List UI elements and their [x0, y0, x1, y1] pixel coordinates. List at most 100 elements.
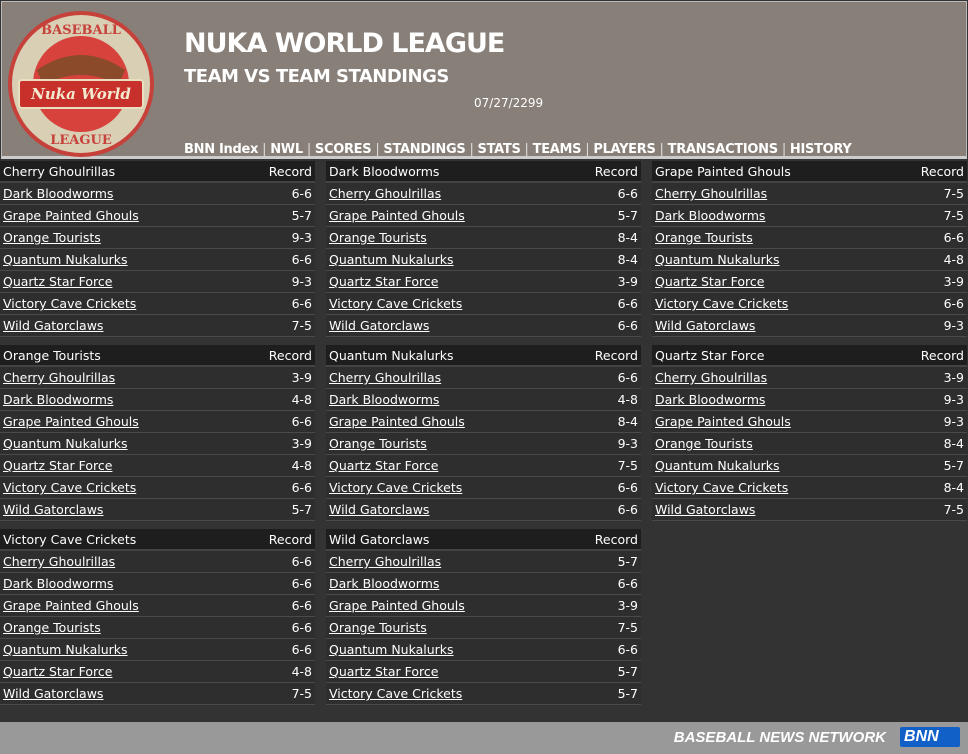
- page-subtitle: TEAM VS TEAM STANDINGS: [184, 66, 449, 87]
- opponent-link[interactable]: Orange Tourists: [329, 436, 427, 451]
- record: 8-4: [943, 480, 964, 495]
- record: 5-7: [617, 208, 638, 223]
- nav-link-stats[interactable]: STATS: [477, 142, 521, 157]
- opponent-link[interactable]: Orange Tourists: [3, 620, 101, 635]
- opponent-link[interactable]: Grape Painted Ghouls: [655, 414, 791, 429]
- opponent-link[interactable]: Quantum Nukalurks: [329, 252, 454, 267]
- table-row: Dark Bloodworms 4-8: [326, 389, 641, 411]
- table-row: Victory Cave Crickets 5-7: [326, 683, 641, 705]
- table-row: Cherry Ghoulrillas 6-6: [0, 551, 315, 573]
- record: 7-5: [291, 318, 312, 333]
- table-row: Dark Bloodworms 6-6: [0, 573, 315, 595]
- opponent-link[interactable]: Quartz Star Force: [329, 458, 439, 473]
- table-row: Dark Bloodworms 9-3: [652, 389, 967, 411]
- record: 3-9: [617, 274, 638, 289]
- table-row: Quantum Nukalurks 5-7: [652, 455, 967, 477]
- opponent-link[interactable]: Quantum Nukalurks: [329, 642, 454, 657]
- team-name: Wild Gatorclaws: [329, 531, 430, 547]
- nav-link-bnn-index[interactable]: BNN Index: [184, 142, 259, 157]
- opponent-link[interactable]: Dark Bloodworms: [3, 392, 114, 407]
- opponent-link[interactable]: Quantum Nukalurks: [3, 436, 128, 451]
- opponent-link[interactable]: Grape Painted Ghouls: [329, 598, 465, 613]
- opponent-link[interactable]: Cherry Ghoulrillas: [329, 554, 442, 569]
- opponent-link[interactable]: Victory Cave Crickets: [329, 480, 463, 495]
- opponent-link[interactable]: Wild Gatorclaws: [655, 318, 756, 333]
- opponent-link[interactable]: Grape Painted Ghouls: [3, 414, 139, 429]
- opponent-link[interactable]: Cherry Ghoulrillas: [3, 370, 116, 385]
- opponent-link[interactable]: Quartz Star Force: [329, 664, 439, 679]
- opponent-link[interactable]: Cherry Ghoulrillas: [3, 554, 116, 569]
- record: 6-6: [291, 252, 312, 267]
- table-header: Grape Painted Ghouls Record: [652, 161, 967, 183]
- opponent-link[interactable]: Grape Painted Ghouls: [329, 208, 465, 223]
- opponent-link[interactable]: Victory Cave Crickets: [329, 296, 463, 311]
- table-row: Grape Painted Ghouls 8-4: [326, 411, 641, 433]
- opponent-link[interactable]: Wild Gatorclaws: [655, 502, 756, 517]
- nav-link-nwl[interactable]: NWL: [270, 142, 303, 157]
- record: 7-5: [943, 208, 964, 223]
- opponent-link[interactable]: Quantum Nukalurks: [3, 642, 128, 657]
- nav-link-transactions[interactable]: TRANSACTIONS: [667, 142, 778, 157]
- record: 9-3: [291, 274, 312, 289]
- opponent-link[interactable]: Quantum Nukalurks: [655, 252, 780, 267]
- opponent-link[interactable]: Grape Painted Ghouls: [3, 208, 139, 223]
- opponent-link[interactable]: Orange Tourists: [3, 230, 101, 245]
- opponent-link[interactable]: Grape Painted Ghouls: [329, 414, 465, 429]
- opponent-link[interactable]: Wild Gatorclaws: [329, 502, 430, 517]
- table-row: Victory Cave Crickets 6-6: [326, 293, 641, 315]
- record: 5-7: [617, 554, 638, 569]
- opponent-link[interactable]: Dark Bloodworms: [329, 392, 440, 407]
- opponent-link[interactable]: Orange Tourists: [329, 620, 427, 635]
- record: 5-7: [617, 664, 638, 679]
- opponent-link[interactable]: Dark Bloodworms: [3, 576, 114, 591]
- opponent-link[interactable]: Cherry Ghoulrillas: [329, 370, 442, 385]
- team-name: Dark Bloodworms: [329, 163, 440, 179]
- record: 3-9: [943, 370, 964, 385]
- record-header: Record: [268, 347, 312, 363]
- nav-link-standings[interactable]: STANDINGS: [383, 142, 466, 157]
- nav-link-history[interactable]: HISTORY: [789, 142, 852, 157]
- opponent-link[interactable]: Quartz Star Force: [329, 274, 439, 289]
- opponent-link[interactable]: Wild Gatorclaws: [3, 318, 104, 333]
- record: 3-9: [617, 598, 638, 613]
- opponent-link[interactable]: Victory Cave Crickets: [329, 686, 463, 701]
- nav-link-players[interactable]: PLAYERS: [593, 142, 656, 157]
- opponent-link[interactable]: Cherry Ghoulrillas: [655, 186, 768, 201]
- opponent-link[interactable]: Wild Gatorclaws: [3, 502, 104, 517]
- opponent-link[interactable]: Orange Tourists: [655, 436, 753, 451]
- team-name: Orange Tourists: [3, 347, 101, 363]
- opponent-link[interactable]: Quantum Nukalurks: [3, 252, 128, 267]
- opponent-link[interactable]: Quantum Nukalurks: [655, 458, 780, 473]
- table-row: Orange Tourists 8-4: [326, 227, 641, 249]
- nav-separator: |: [469, 142, 474, 157]
- opponent-link[interactable]: Dark Bloodworms: [3, 186, 114, 201]
- opponent-link[interactable]: Wild Gatorclaws: [329, 318, 430, 333]
- bnn-logo-text: BNN: [904, 728, 939, 745]
- opponent-link[interactable]: Quartz Star Force: [655, 274, 765, 289]
- opponent-link[interactable]: Cherry Ghoulrillas: [329, 186, 442, 201]
- opponent-link[interactable]: Dark Bloodworms: [655, 208, 766, 223]
- opponent-link[interactable]: Cherry Ghoulrillas: [655, 370, 768, 385]
- opponent-link[interactable]: Quartz Star Force: [3, 458, 113, 473]
- nav-link-scores[interactable]: SCORES: [314, 142, 372, 157]
- table-row: Wild Gatorclaws 7-5: [0, 683, 315, 705]
- network-name: BASEBALL NEWS NETWORK: [673, 729, 886, 746]
- opponent-link[interactable]: Orange Tourists: [329, 230, 427, 245]
- opponent-link[interactable]: Dark Bloodworms: [655, 392, 766, 407]
- page-title: NUKA WORLD LEAGUE: [184, 28, 505, 59]
- opponent-link[interactable]: Victory Cave Crickets: [655, 296, 789, 311]
- opponent-link[interactable]: Orange Tourists: [655, 230, 753, 245]
- opponent-link[interactable]: Grape Painted Ghouls: [3, 598, 139, 613]
- opponent-link[interactable]: Dark Bloodworms: [329, 576, 440, 591]
- opponent-link[interactable]: Quartz Star Force: [3, 664, 113, 679]
- table-row: Wild Gatorclaws 9-3: [652, 315, 967, 337]
- opponent-link[interactable]: Wild Gatorclaws: [3, 686, 104, 701]
- nav-separator: |: [659, 142, 664, 157]
- opponent-link[interactable]: Victory Cave Crickets: [655, 480, 789, 495]
- opponent-link[interactable]: Victory Cave Crickets: [3, 480, 137, 495]
- table-row: Wild Gatorclaws 5-7: [0, 499, 315, 521]
- opponent-link[interactable]: Victory Cave Crickets: [3, 296, 137, 311]
- opponent-link[interactable]: Quartz Star Force: [3, 274, 113, 289]
- nav-link-teams[interactable]: TEAMS: [532, 142, 582, 157]
- table-row: Grape Painted Ghouls 6-6: [0, 595, 315, 617]
